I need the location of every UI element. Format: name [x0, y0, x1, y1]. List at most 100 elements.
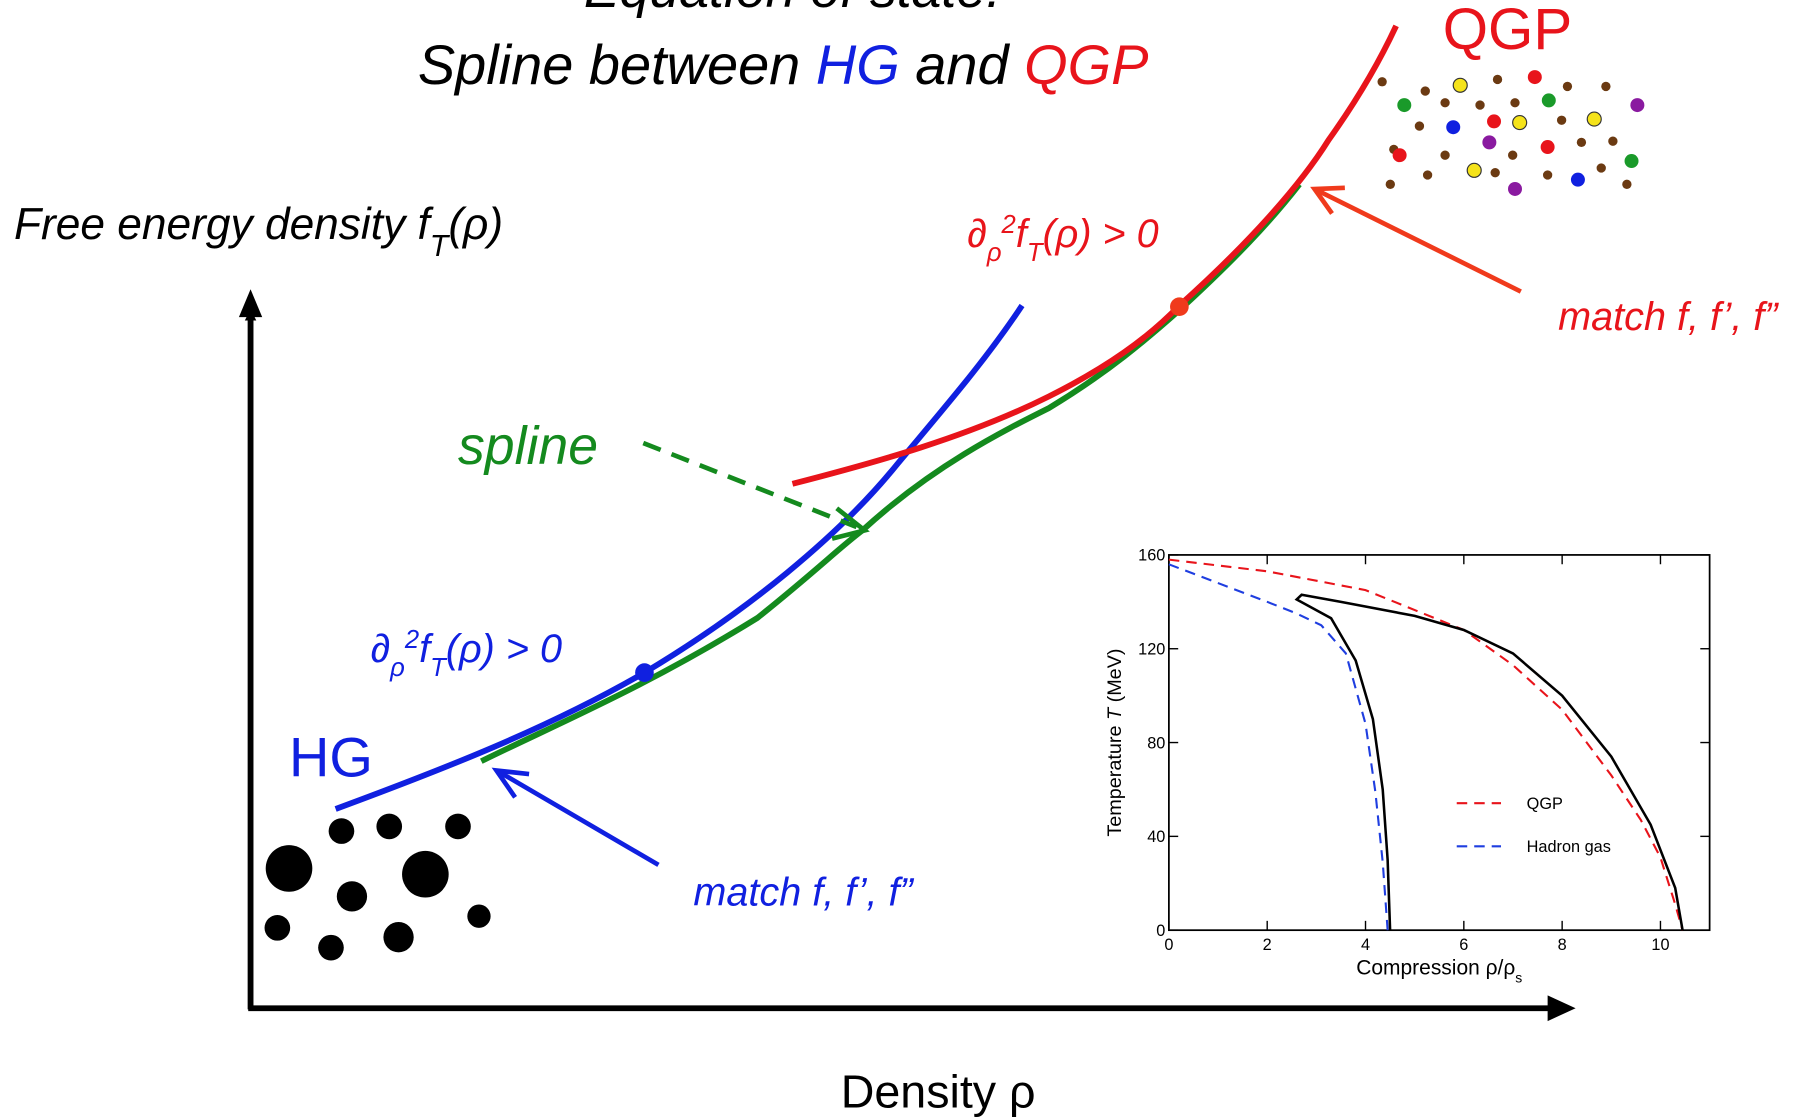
label-sub: s [1515, 969, 1522, 985]
spline-curve [480, 182, 1302, 764]
qgp-label: QGP [1443, 0, 1572, 62]
cond-part: (ρ) > 0 [1042, 212, 1158, 256]
label-part: Temperature [1104, 720, 1126, 837]
label-part: T [1104, 706, 1126, 720]
cond-sub: T [1027, 239, 1045, 267]
x-tick-label: 0 [1164, 936, 1173, 954]
hg-condition: ∂ρ2fT(ρ) > 0 [371, 626, 562, 682]
y-tick-label: 160 [1138, 547, 1165, 565]
hg-arrow [497, 769, 660, 867]
parton [1527, 70, 1542, 85]
y-tick-label: 120 [1138, 641, 1165, 659]
title-line1: Equation of state: [584, 0, 1001, 19]
spline-arrow [642, 440, 858, 530]
cond-sup: 2 [404, 626, 419, 654]
inset-x-label: Compression ρ/ρs [1356, 956, 1522, 985]
parton [1630, 98, 1645, 113]
particle [318, 934, 344, 961]
y-axis-label: Free energy density fT(ρ) [14, 200, 503, 263]
parton [1622, 179, 1632, 189]
parton [1562, 81, 1573, 92]
cond-sup: 2 [1001, 211, 1016, 239]
title-hg: HG [816, 33, 900, 96]
parton [1452, 77, 1468, 93]
x-tick-label: 6 [1459, 936, 1468, 954]
parton [1512, 114, 1528, 131]
parton [1420, 86, 1430, 96]
x-tick-label: 4 [1361, 936, 1370, 954]
particle [328, 818, 355, 844]
cond-part: ∂ [371, 627, 391, 671]
parton [1392, 148, 1407, 163]
parton [1482, 135, 1497, 150]
y-tick-label: 80 [1147, 734, 1165, 752]
hadron-particles [264, 813, 491, 961]
series-line [1168, 558, 1684, 931]
x-tick-label: 2 [1263, 936, 1272, 954]
title-part: Spline between [418, 33, 816, 96]
parton [1422, 170, 1433, 180]
particle [383, 922, 414, 953]
qgp-condition: ∂ρ2fT(ρ) > 0 [967, 211, 1158, 267]
parton [1440, 150, 1450, 160]
hg-label: HG [289, 725, 373, 788]
x-tick-label: 10 [1651, 936, 1669, 954]
label-sub: T [430, 230, 451, 263]
qgp-match-label: match f, f’, f” [1558, 295, 1779, 339]
hg-match-label: match f, f’, f” [693, 871, 914, 915]
y-arrowhead [238, 289, 263, 318]
label-part: Free energy density f [14, 200, 435, 249]
cond-part: ∂ [967, 212, 987, 256]
legend-label: Hadron gas [1527, 838, 1611, 856]
title-qgp: QGP [1024, 33, 1148, 96]
parton [1596, 163, 1606, 173]
series-line [1294, 593, 1684, 931]
particle [336, 881, 368, 912]
x-axis-label: Density ρ [841, 1065, 1036, 1117]
legend-label: QGP [1527, 795, 1563, 813]
parton [1556, 115, 1567, 125]
parton [1377, 77, 1387, 87]
parton [1475, 100, 1485, 110]
qgp-partons [1377, 70, 1645, 196]
parton [1466, 162, 1482, 178]
particle [445, 813, 471, 840]
parton [1624, 154, 1639, 169]
spline-label: spline [458, 416, 598, 476]
particle [264, 915, 291, 941]
spline-arrowhead [831, 506, 870, 541]
cond-sub: T [430, 654, 448, 682]
label-part: (ρ) [448, 200, 503, 249]
parton [1542, 170, 1553, 180]
parton [1414, 121, 1425, 131]
inset-y-label: Temperature T (MeV) [1104, 648, 1126, 836]
qgp-arrowhead [1310, 185, 1345, 215]
parton [1508, 150, 1518, 160]
cond-sub: ρ [986, 239, 1002, 267]
x-arrowhead [1547, 995, 1576, 1022]
parton [1492, 74, 1503, 85]
title-line2: Spline between HG and QGP [418, 33, 1149, 96]
label-part: Compression ρ/ρ [1356, 956, 1515, 979]
particle [376, 813, 403, 840]
particle [467, 904, 491, 928]
parton [1446, 120, 1461, 135]
parton [1576, 137, 1587, 148]
cond-sub: ρ [389, 654, 405, 682]
parton [1397, 98, 1412, 113]
hg-arrowhead [491, 767, 530, 799]
particle [402, 850, 449, 898]
parton [1570, 172, 1585, 187]
parton [1510, 98, 1520, 108]
hg-match-point [635, 663, 654, 682]
parton [1541, 93, 1556, 108]
y-tick-label: 40 [1147, 828, 1165, 846]
parton [1540, 140, 1555, 155]
y-tick-label: 0 [1156, 922, 1165, 940]
hg-curve [334, 303, 1025, 812]
parton [1508, 181, 1522, 196]
x-tick-label: 8 [1558, 936, 1567, 954]
qgp-match-point [1170, 297, 1189, 317]
